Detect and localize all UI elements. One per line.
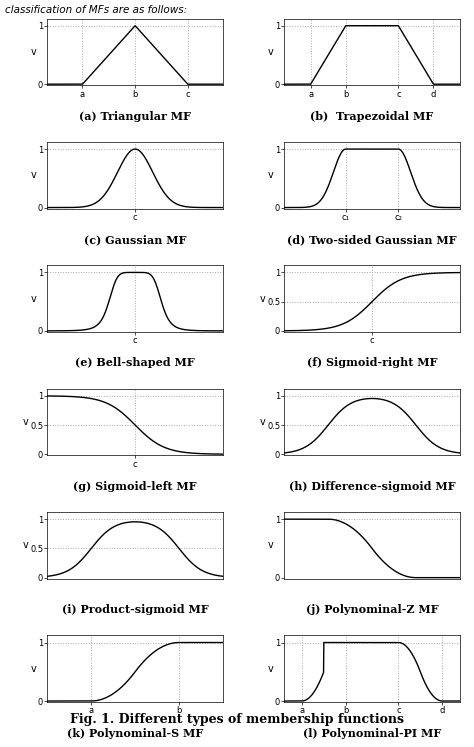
Y-axis label: v: v [268,541,273,551]
Y-axis label: v: v [268,170,273,180]
Text: (c) Gaussian MF: (c) Gaussian MF [84,234,186,245]
Text: (f) Sigmoid-right MF: (f) Sigmoid-right MF [307,357,438,368]
Y-axis label: v: v [31,294,36,304]
Y-axis label: v: v [268,47,273,57]
Y-axis label: v: v [23,417,29,427]
Y-axis label: v: v [31,170,36,180]
Text: (b)  Trapezoidal MF: (b) Trapezoidal MF [310,111,434,122]
Text: classification of MFs are as follows:: classification of MFs are as follows: [5,5,187,15]
Y-axis label: v: v [268,664,273,674]
Text: (a) Triangular MF: (a) Triangular MF [79,111,191,122]
Text: (e) Bell-shaped MF: (e) Bell-shaped MF [75,357,195,368]
Text: (h) Difference-sigmoid MF: (h) Difference-sigmoid MF [289,481,456,492]
Y-axis label: v: v [260,417,266,427]
Y-axis label: v: v [31,664,36,674]
Y-axis label: v: v [23,541,29,551]
Text: (g) Sigmoid-left MF: (g) Sigmoid-left MF [73,481,197,492]
Text: (k) Polynominal-S MF: (k) Polynominal-S MF [67,728,203,739]
Text: (l) Polynominal-PI MF: (l) Polynominal-PI MF [303,728,441,739]
Y-axis label: v: v [260,294,266,304]
Y-axis label: v: v [31,47,36,57]
Text: Fig. 1. Different types of membership functions: Fig. 1. Different types of membership fu… [70,713,404,726]
Text: (i) Product-sigmoid MF: (i) Product-sigmoid MF [62,604,209,616]
Text: (d) Two-sided Gaussian MF: (d) Two-sided Gaussian MF [287,234,457,245]
Text: (j) Polynominal-Z MF: (j) Polynominal-Z MF [306,604,438,616]
